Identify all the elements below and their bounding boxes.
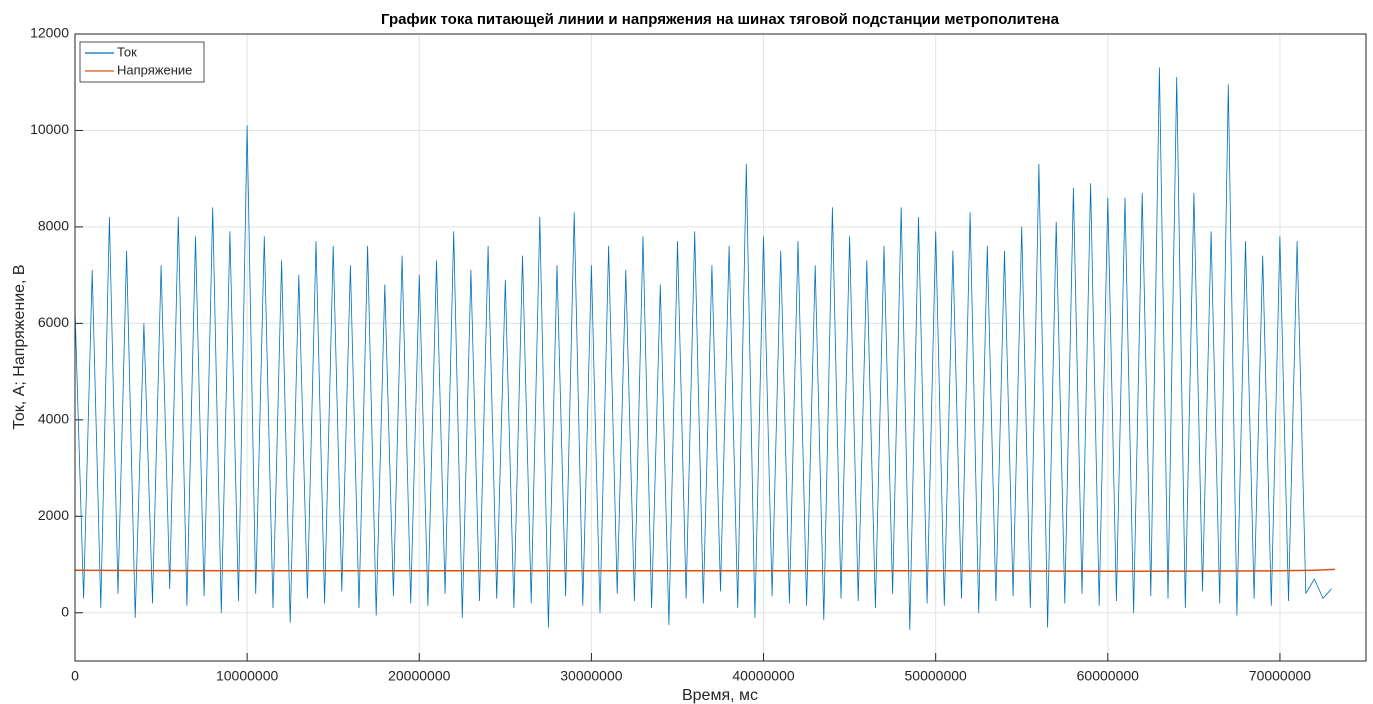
chart-title: График тока питающей линии и напряжения … [381,11,1060,28]
legend-label: Ток [117,44,137,59]
x-axis-label: Время, мс [682,687,758,704]
x-tick-label: 50000000 [905,668,968,684]
legend-label: Напряжение [117,62,192,77]
x-tick-label: 60000000 [1077,668,1140,684]
legend-box [79,41,205,83]
x-tick-label: 0 [71,668,79,684]
y-axis-label: Ток, А; Напряжение, В [11,264,28,429]
series-line [74,568,1336,573]
x-tick-label: 20000000 [388,668,451,684]
y-tick-label: 6000 [38,314,69,330]
y-tick-label: 2000 [38,507,69,523]
plot-border [74,33,1367,662]
x-tick-label: 30000000 [560,668,623,684]
y-tick-label: 8000 [38,218,69,234]
x-tick-label: 70000000 [1249,668,1312,684]
y-tick-label: 12000 [30,25,69,41]
y-tick-label: 10000 [30,121,69,137]
plot-frame [74,33,1367,662]
x-tick-label: 40000000 [732,668,795,684]
series-line [74,67,1332,630]
x-tick-label: 10000000 [216,668,279,684]
y-tick-label: 0 [61,603,69,619]
y-tick-label: 4000 [38,411,69,427]
